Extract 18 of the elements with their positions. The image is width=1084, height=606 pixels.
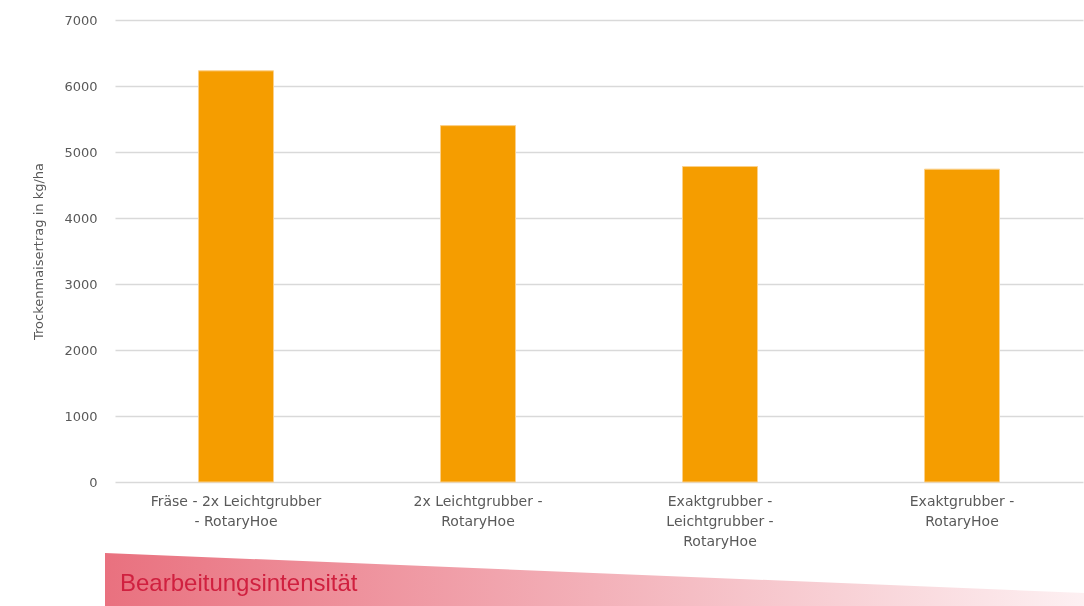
bar [923, 168, 1001, 483]
text: Bearbeitungsintensität [120, 569, 358, 597]
x-tick-label: Exaktgrubber - Leichtgrubber - RotaryHoe [666, 492, 774, 549]
x-tick-label: Fräse - 2x Leichtgrubber - RotaryHoe [150, 492, 322, 529]
y-tick-label: 5000 [64, 144, 98, 160]
y-axis-title: Trockenmaisertrag in kg/ha [31, 163, 47, 341]
x-tick-label: Exaktgrubber - RotaryHoe [909, 492, 1015, 529]
y-tick-label: 1000 [64, 408, 98, 424]
y-tick-label: 4000 [64, 210, 98, 226]
bar [439, 125, 517, 483]
y-tick-label: 6000 [64, 78, 98, 94]
y-tick-label: 3000 [64, 276, 98, 292]
y-tick-label: 0 [89, 474, 98, 490]
y-tick-label: 2000 [64, 342, 98, 358]
y-tick-label: 7000 [64, 12, 98, 28]
x-tick-label: 2x Leichtgrubber - RotaryHoe [413, 492, 543, 529]
bar [197, 70, 275, 483]
bar [681, 166, 759, 483]
